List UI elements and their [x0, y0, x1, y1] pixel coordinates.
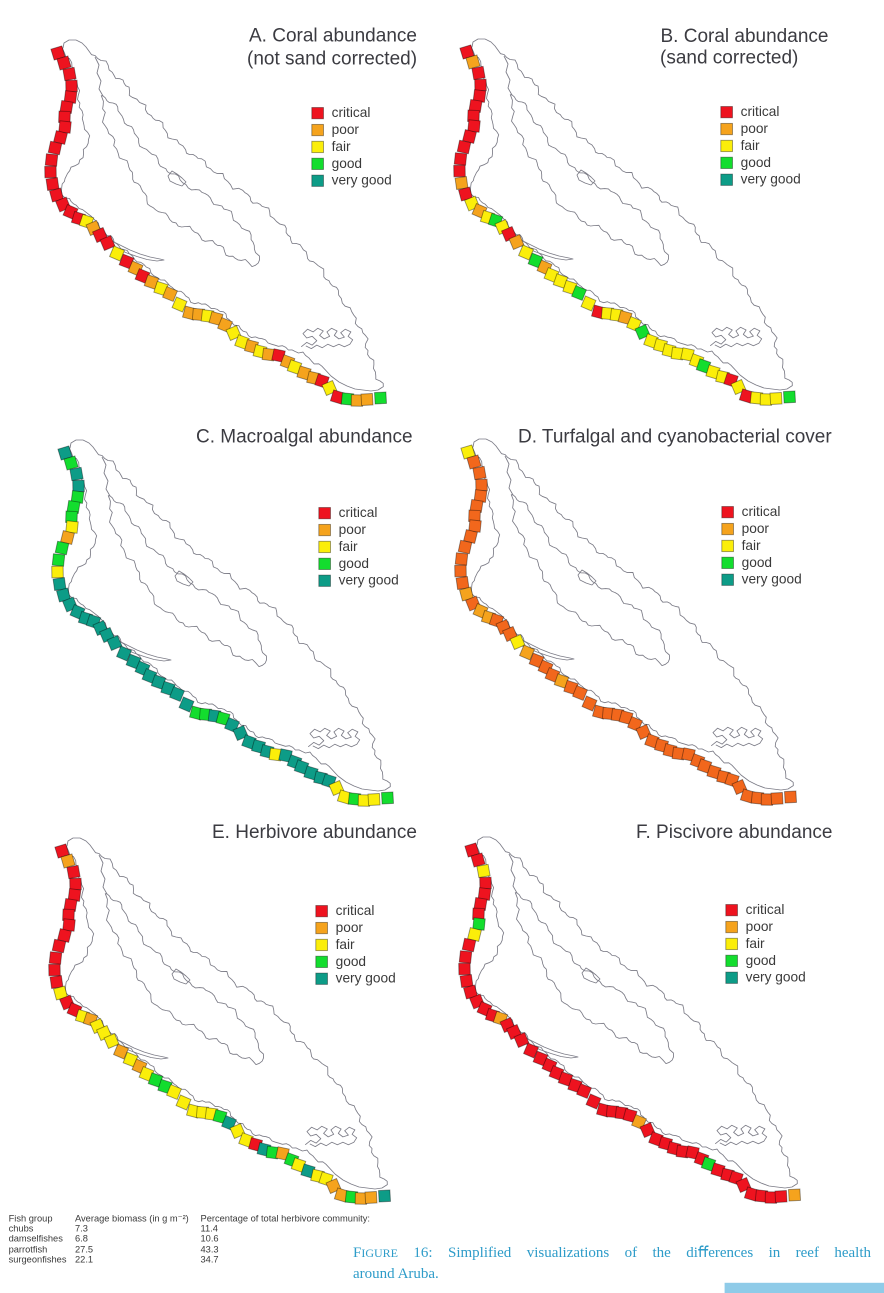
svg-text:22.1: 22.1 — [75, 1255, 93, 1265]
svg-text:27.5: 27.5 — [75, 1245, 93, 1255]
svg-text:A. Coral abundance: A. Coral abundance — [249, 26, 417, 47]
svg-text:very good: very good — [336, 971, 396, 986]
svg-text:7.3: 7.3 — [75, 1224, 88, 1234]
svg-text:10.6: 10.6 — [201, 1234, 219, 1244]
svg-text:very good: very good — [339, 573, 399, 588]
svg-text:B. Coral abundance: B. Coral abundance — [661, 26, 829, 47]
svg-text:critical: critical — [746, 902, 785, 917]
svg-text:poor: poor — [332, 122, 360, 137]
svg-text:fair: fair — [741, 138, 760, 153]
svg-text:good: good — [741, 155, 771, 170]
svg-text:good: good — [336, 954, 366, 969]
svg-text:Fish group: Fish group — [9, 1213, 53, 1223]
svg-text:critical: critical — [339, 505, 378, 520]
svg-text:fair: fair — [339, 539, 358, 554]
svg-text:(sand corrected): (sand corrected) — [660, 47, 798, 68]
svg-text:34.7: 34.7 — [201, 1255, 219, 1265]
svg-text:poor: poor — [742, 521, 770, 536]
svg-text:chubs: chubs — [9, 1224, 34, 1234]
svg-text:poor: poor — [746, 919, 774, 934]
svg-text:very good: very good — [746, 970, 806, 985]
svg-text:parrotfish: parrotfish — [9, 1245, 48, 1255]
svg-text:good: good — [742, 555, 772, 570]
svg-text:very good: very good — [742, 572, 802, 587]
svg-text:fair: fair — [336, 937, 355, 952]
svg-text:critical: critical — [332, 105, 371, 120]
svg-text:11.4: 11.4 — [201, 1224, 218, 1234]
svg-text:critical: critical — [741, 104, 780, 119]
svg-text:Percentage of total herbivore: Percentage of total herbivore community: — [201, 1213, 371, 1223]
svg-text:Average biomass (in g m⁻²): Average biomass (in g m⁻²) — [75, 1213, 189, 1223]
svg-text:good: good — [746, 953, 776, 968]
svg-text:fair: fair — [746, 936, 765, 951]
svg-text:C. Macroalgal abundance: C. Macroalgal abundance — [196, 427, 413, 448]
svg-text:very good: very good — [741, 172, 801, 187]
svg-text:(not sand corrected): (not sand corrected) — [247, 49, 417, 70]
svg-text:critical: critical — [742, 504, 781, 519]
svg-text:good: good — [332, 156, 362, 171]
svg-text:damselfishes: damselfishes — [9, 1234, 64, 1244]
svg-text:poor: poor — [741, 121, 769, 136]
svg-text:poor: poor — [339, 522, 367, 537]
svg-text:fair: fair — [742, 538, 761, 553]
svg-text:very good: very good — [332, 173, 392, 188]
svg-text:surgeonfishes: surgeonfishes — [9, 1255, 67, 1265]
svg-text:6.8: 6.8 — [75, 1234, 88, 1244]
svg-text:critical: critical — [336, 903, 375, 918]
svg-text:fair: fair — [332, 139, 351, 154]
svg-text:good: good — [339, 556, 369, 571]
svg-text:D. Turfalgal and cyanobacteria: D. Turfalgal and cyanobacterial cover — [518, 427, 832, 448]
svg-text:poor: poor — [336, 920, 364, 935]
svg-text:F. Piscivore abundance: F. Piscivore abundance — [636, 822, 832, 843]
svg-text:43.3: 43.3 — [201, 1245, 219, 1255]
svg-text:E. Herbivore abundance: E. Herbivore abundance — [212, 822, 417, 843]
